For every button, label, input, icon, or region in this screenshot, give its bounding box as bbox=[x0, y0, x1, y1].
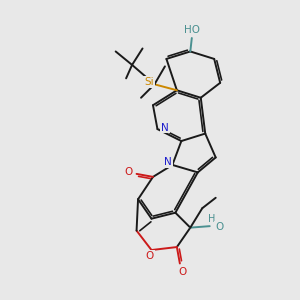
Text: O: O bbox=[146, 251, 154, 261]
Text: N: N bbox=[164, 157, 172, 167]
Text: N: N bbox=[161, 123, 169, 133]
Text: H: H bbox=[208, 214, 215, 224]
Text: O: O bbox=[124, 167, 132, 176]
Text: HO: HO bbox=[184, 25, 200, 35]
Text: O: O bbox=[215, 222, 224, 232]
Text: Si: Si bbox=[144, 77, 154, 87]
Text: O: O bbox=[178, 267, 186, 277]
